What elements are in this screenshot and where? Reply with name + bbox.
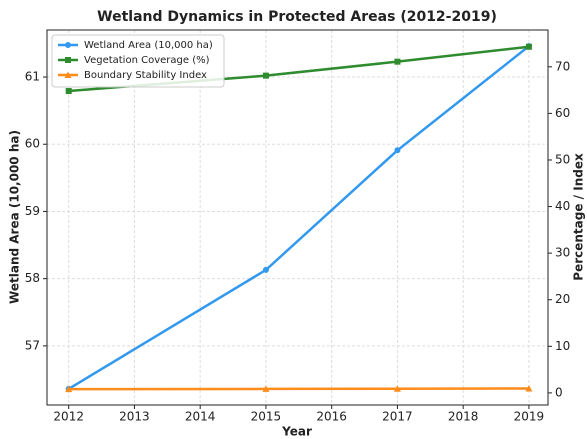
marker	[394, 147, 401, 154]
marker	[262, 266, 269, 273]
legend-label: Vegetation Coverage (%)	[84, 55, 210, 66]
plot-frame	[46, 29, 549, 406]
marker	[393, 385, 401, 392]
y-tick-label: 58	[25, 271, 40, 285]
marker	[65, 42, 71, 48]
x-tick-label: 2019	[514, 410, 545, 424]
marker	[262, 72, 269, 79]
y2-tick-label: 50	[555, 152, 570, 166]
legend-box	[51, 34, 225, 88]
y2-tick-label: 30	[555, 246, 570, 260]
y-tick-label: 60	[25, 137, 40, 151]
y2-tick-label: 60	[555, 106, 570, 120]
x-tick-label: 2015	[251, 410, 282, 424]
legend-label: Wetland Area (10,000 ha)	[84, 40, 213, 51]
y2-tick-label: 20	[555, 292, 570, 306]
y2-tick-label: 40	[555, 199, 570, 213]
legend-label: Boundary Stability Index	[84, 70, 207, 81]
y2-axis-label: Percentage / Index	[572, 153, 586, 281]
x-tick-label: 2017	[382, 410, 413, 424]
y-axis-label: Wetland Area (10,000 ha)	[8, 130, 22, 304]
x-tick-label: 2018	[448, 410, 479, 424]
y2-tick-label: 70	[555, 59, 570, 73]
marker	[65, 57, 71, 63]
series-line	[68, 45, 530, 390]
marker	[65, 385, 73, 393]
x-tick-label: 2012	[53, 410, 84, 424]
series-line	[68, 387, 529, 391]
y-tick-label: 59	[25, 204, 40, 218]
y-tick-label: 57	[25, 338, 40, 352]
marker	[262, 385, 270, 392]
x-axis-label: Year	[281, 425, 312, 439]
y2-tick-label: 10	[555, 339, 570, 353]
x-tick-label: 2014	[185, 410, 216, 424]
marker	[525, 43, 532, 50]
y-tick-label: 61	[25, 70, 40, 84]
marker	[394, 58, 401, 65]
x-tick-label: 2016	[316, 410, 347, 424]
marker	[525, 384, 533, 392]
marker	[64, 71, 72, 78]
chart-title: Wetland Dynamics in Protected Areas (201…	[97, 9, 497, 25]
y2-tick-label: 0	[555, 385, 563, 399]
marker	[65, 88, 72, 95]
x-tick-label: 2013	[119, 410, 150, 424]
